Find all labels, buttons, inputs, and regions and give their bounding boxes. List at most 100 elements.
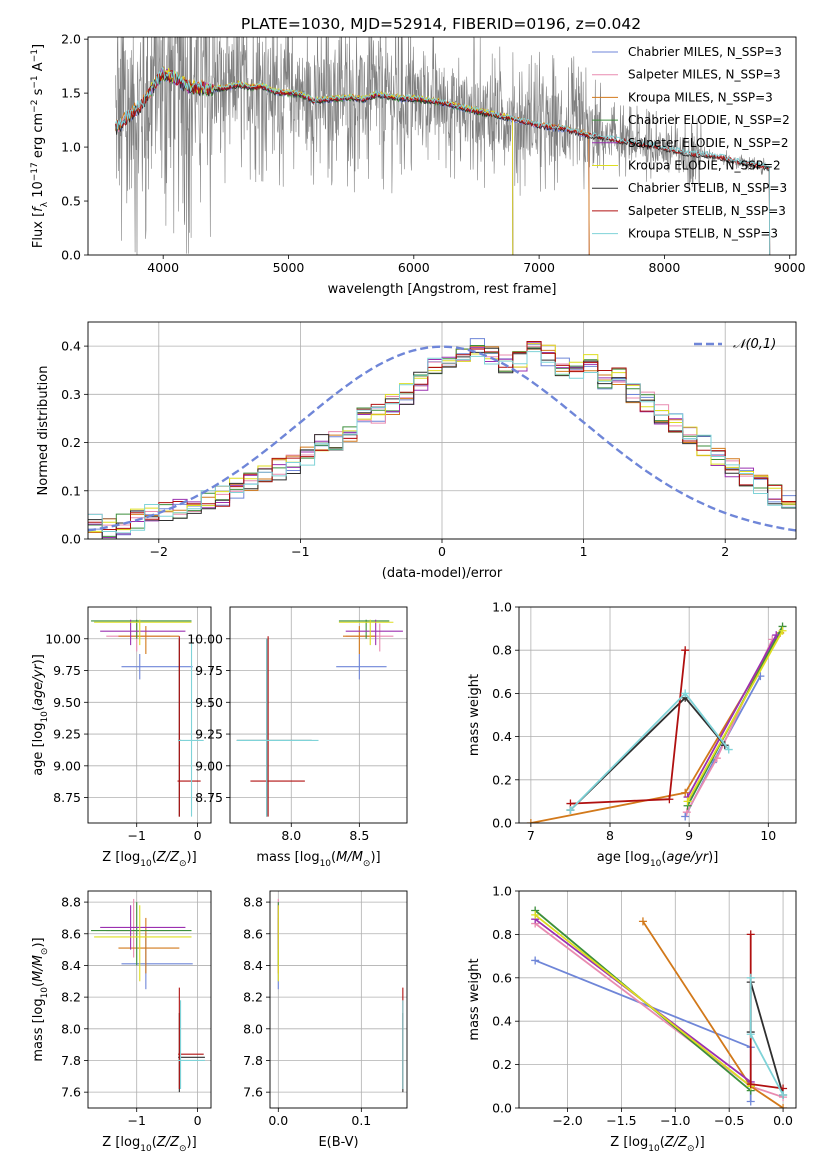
series-kroupa-stelib [566,689,733,815]
y-tick-label: 8.75 [53,790,81,805]
series-line [534,914,752,1088]
histogram-kroupa-stelib [88,351,796,534]
axes-frame [229,606,408,824]
spectrum-plot-area [115,37,771,255]
series-line [570,650,687,805]
x-tick-label: −1 [291,544,309,559]
legend-entry: Kroupa MILES, N_SSP=3 [628,90,773,104]
series-salpeter-stelib [746,930,788,1093]
y-tick-label: 0.0 [492,816,512,831]
y-tick-label: 9.00 [53,758,81,773]
plus-marker [526,819,535,823]
axes-frame [269,890,408,1109]
point-salpeter-elodie [345,619,403,646]
panel-weight-vs-age: 7 8 9 10 0.0 0.2 0.4 0.6 0.8 1.0 age [log10(age/yr… [467,600,797,869]
legend-entry: Kroupa ELODIE, N_SSP=2 [628,159,781,173]
y-tick-label: 1.0 [492,884,512,899]
y-tick-label: 8.4 [61,958,81,973]
x-tick-label: 7 [527,828,535,843]
figure-title: PLATE=1030, MJD=52914, FIBERID=0196, z=0… [241,15,641,33]
plus-marker [683,797,692,806]
plus-marker [778,626,787,635]
y-axis-label: mass weight [467,958,482,1040]
residuals-plot-area [88,338,796,539]
x-tick-label: −1.5 [606,1113,636,1128]
plus-marker [681,689,690,698]
x-tick-label: −1 [127,1113,145,1128]
x-axis-label: age [log10(age/yr)] [597,850,719,869]
plus-marker [566,806,575,815]
x-tick-label: −1 [127,828,145,843]
y-tick-label: 0.3 [61,387,81,402]
point-salpeter-elodie [100,619,186,646]
x-tick-label: −1.0 [660,1113,690,1128]
plus-marker [712,754,721,763]
y-tick-label: 0.0 [492,1101,512,1116]
plus-marker [682,808,691,817]
point-chabrier-miles [336,654,387,680]
x-tick-label: −0.5 [714,1113,744,1128]
y-tick-label: 0.4 [492,1014,512,1029]
x-tick-label: −2 [150,544,168,559]
age-vs-mass-plot-area [236,619,403,817]
y-axis-label: age [log10(age/yr)] [31,654,50,776]
y-tick-label: 8.2 [243,990,263,1005]
plus-marker [746,1080,755,1089]
y-axis-label: mass weight [467,674,482,756]
gaussian-curve [88,345,796,532]
x-tick-label: 2 [721,544,729,559]
x-tick-label: 9 [685,828,693,843]
plus-marker [531,910,540,919]
plus-marker [746,1030,755,1039]
legend-entry: Salpeter STELIB, N_SSP=3 [628,204,786,218]
histogram-salpeter-stelib [88,341,796,530]
point-salpeter-miles [106,898,171,958]
x-tick-label: 0 [438,544,446,559]
legend-entry: 𝒩(0,1) [733,337,776,352]
y-tick-label: 8.6 [243,926,263,941]
y-tick-label: 9.50 [195,695,223,710]
age-vs-Z-plot-area [91,619,204,817]
plus-marker [531,956,540,965]
y-tick-label: 0.2 [61,435,81,450]
x-axis-label: Z [log10(Z/Z⊙)] [102,850,196,869]
point-kroupa-elodie [94,905,192,982]
y-tick-label: 0.6 [492,970,512,985]
y-tick-label: 9.75 [195,663,223,678]
y-tick-label: 8.0 [243,1021,263,1036]
x-tick-label: 8.5 [349,828,369,843]
panel-residuals: −2 −1 0 1 2 0.0 0.1 0.2 0.3 0.4 (data-model)/error… [36,321,797,581]
y-tick-label: 8.0 [61,1021,81,1036]
y-tick-label: 8.8 [61,895,81,910]
axes-frame [87,890,212,1109]
series-line [686,634,777,798]
plus-marker [681,812,690,821]
panel-spectrum: 4000 5000 6000 7000 8000 9000 0.0 0.5 1.0 1.5 2.0 w… [30,32,806,297]
y-tick-label: 0.5 [61,194,81,209]
y-tick-label: 8.2 [61,990,81,1005]
y-tick-label: 7.8 [61,1053,81,1068]
legend-entry: Salpeter ELODIE, N_SSP=2 [628,136,789,150]
y-tick-label: 10.00 [187,631,223,646]
x-tick-label: 8 [606,828,614,843]
y-tick-label: 0.8 [492,927,512,942]
legend-entry: Chabrier STELIB, N_SSP=3 [628,181,787,195]
y-tick-label: 0.2 [492,1057,512,1072]
y-tick-label: 8.4 [243,958,263,973]
y-axis-label: mass [log10(M/M⊙)] [31,937,50,1061]
panel-weight-vs-Z: −2.0 −1.5 −1.0 −0.5 0.0 0.0 0.2 0.4 0.6 0.8 1.0 Z [… [467,884,797,1154]
point-chabrier-elodie [91,619,192,639]
y-tick-label: 1.0 [492,600,512,615]
mass-vs-Z-plot-area [91,898,205,1093]
plus-marker [681,788,690,797]
x-tick-label: 0 [194,828,202,843]
y-tick-label: 0.0 [61,248,81,263]
y-tick-label: 7.8 [243,1053,263,1068]
plus-marker [638,917,647,926]
axes-frame [87,321,797,540]
point-salpeter-stelib [177,636,201,817]
x-axis-label: E(B-V) [318,1135,358,1150]
plus-marker [746,1097,755,1106]
weight-vs-Z-plot-area [531,906,788,1108]
weight-vs-age-plot-area [526,622,787,823]
